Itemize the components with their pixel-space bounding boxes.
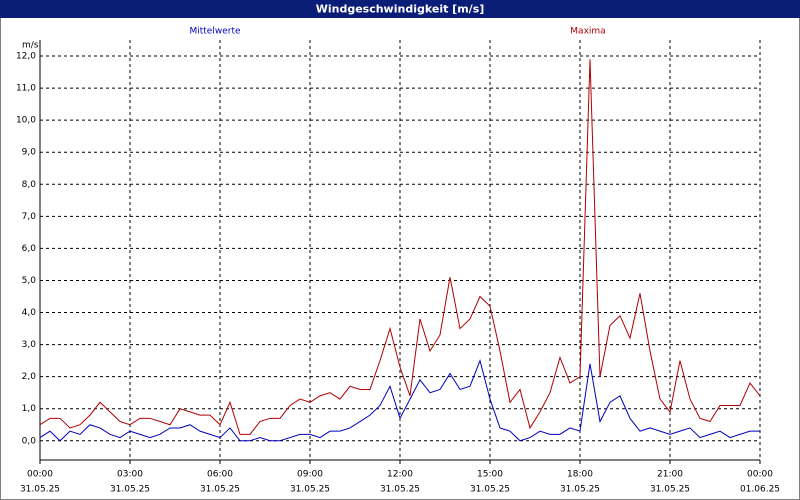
series-line <box>39 358 760 442</box>
x-tick-date: 31.05.25 <box>470 485 510 495</box>
y-tick-label: 0,0 <box>22 436 37 446</box>
y-tick-label: 1,0 <box>22 404 37 414</box>
y-unit: m/s <box>22 41 39 51</box>
x-tick-label: 03:00 <box>117 470 143 480</box>
legend-label: Maxima <box>570 27 605 37</box>
x-tick-label: 18:00 <box>567 470 593 480</box>
x-tick-label: 21:00 <box>657 470 683 480</box>
x-tick-date: 31.05.25 <box>380 485 420 495</box>
chart-title: Windgeschwindigkeit [m/s] <box>316 3 485 16</box>
title-bar <box>0 0 800 18</box>
y-tick-label: 8,0 <box>22 180 37 190</box>
y-tick-label: 5,0 <box>22 276 37 286</box>
x-tick-date: 31.05.25 <box>200 485 240 495</box>
y-tick-label: 2,0 <box>22 372 37 382</box>
y-tick-label: 3,0 <box>22 340 37 350</box>
legend-label: Mittelwerte <box>189 27 240 37</box>
x-tick-label: 15:00 <box>477 470 503 480</box>
x-tick-date: 31.05.25 <box>20 485 60 495</box>
y-tick-label: 7,0 <box>22 212 37 222</box>
x-tick-date: 31.05.25 <box>290 485 330 495</box>
x-tick-date: 31.05.25 <box>560 485 600 495</box>
series-line <box>39 59 761 435</box>
y-tick-label: 4,0 <box>22 308 37 318</box>
x-tick-label: 00:00 <box>27 470 53 480</box>
x-tick-label: 09:00 <box>297 470 323 480</box>
y-tick-label: 12,0 <box>16 52 36 62</box>
y-tick-label: 11,0 <box>16 84 36 94</box>
x-tick-date: 31.05.25 <box>110 485 150 495</box>
x-tick-label: 00:00 <box>747 470 773 480</box>
y-tick-label: 6,0 <box>22 244 37 254</box>
y-tick-label: 9,0 <box>22 148 37 158</box>
x-tick-date: 31.05.25 <box>650 485 690 495</box>
y-tick-label: 10,0 <box>16 116 36 126</box>
x-tick-date: 01.06.25 <box>740 485 780 495</box>
x-tick-label: 12:00 <box>387 470 413 480</box>
x-tick-label: 06:00 <box>207 470 233 480</box>
